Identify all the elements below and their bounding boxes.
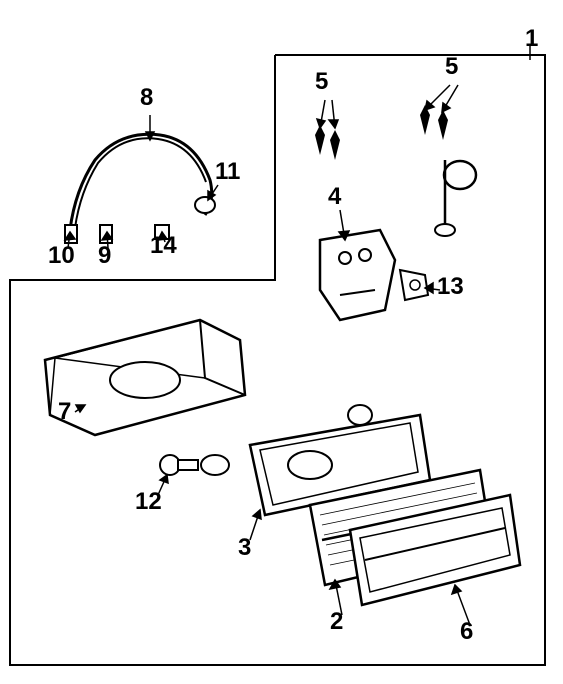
callout-5b: 5 <box>445 53 458 81</box>
callout-6: 6 <box>460 618 473 646</box>
callout-3: 3 <box>238 534 251 562</box>
bracket-drawing <box>320 230 395 320</box>
callout-13: 13 <box>437 273 464 301</box>
callout-10: 10 <box>48 242 75 270</box>
adjuster-assembly-drawing <box>435 160 476 236</box>
callout-12: 12 <box>135 488 162 516</box>
wiring-harness-drawing <box>65 134 215 243</box>
callout-8: 8 <box>140 84 153 112</box>
callout-1: 1 <box>525 25 538 53</box>
bulb-drawing <box>160 455 229 475</box>
screws-drawing <box>315 105 448 160</box>
callout-5a: 5 <box>315 68 328 96</box>
adjuster-drawing <box>400 270 428 300</box>
callout-4: 4 <box>328 183 341 211</box>
housing-drawing <box>45 320 245 435</box>
callout-9: 9 <box>98 242 111 270</box>
exploded-parts-diagram: 1 2 3 4 5 5 6 7 8 9 10 11 12 13 14 <box>0 0 563 679</box>
diagram-svg <box>0 0 563 679</box>
callout-2: 2 <box>330 608 343 636</box>
callout-7: 7 <box>58 398 71 426</box>
callout-14: 14 <box>150 232 177 260</box>
callout-11: 11 <box>215 158 240 186</box>
